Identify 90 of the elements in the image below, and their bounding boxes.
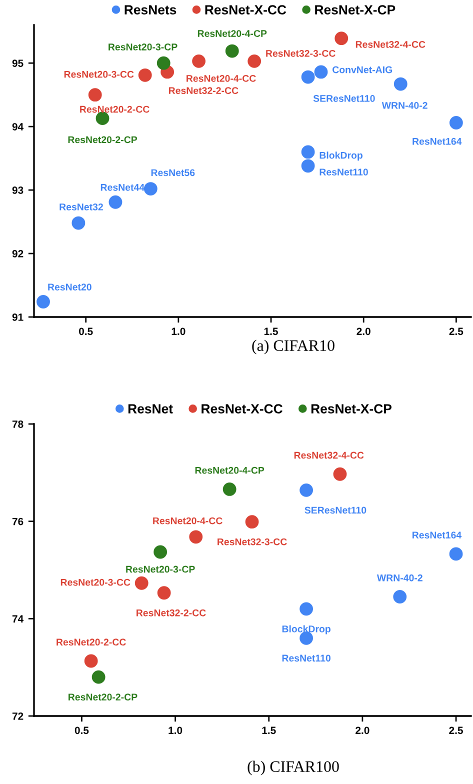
annotation: ResNet44	[100, 184, 145, 191]
point	[189, 530, 203, 544]
annotation: ResNet20-2-CC	[56, 638, 126, 646]
annotation: ResNet20-2-CP	[68, 136, 138, 144]
x-tick-label: 1.5	[262, 726, 276, 734]
point	[222, 482, 236, 496]
annotation: ResNet164	[412, 532, 462, 538]
annotation: ResNet20-4-CP	[195, 466, 264, 474]
x-tick-label: 2.5	[449, 726, 463, 734]
annotation: ResNet32-4-CC	[356, 41, 426, 48]
legend-label: ResNet-X-CP	[311, 404, 392, 414]
point	[84, 654, 98, 668]
y-tick-label: 94	[12, 123, 24, 130]
x-tick-label: 0.5	[74, 726, 89, 734]
point	[72, 216, 86, 230]
annotation: ResNet20-3-CC	[60, 578, 130, 586]
point	[156, 56, 170, 70]
annotation: ResNet164	[412, 138, 462, 145]
point	[314, 65, 328, 79]
y-tick-label: 95	[12, 60, 24, 67]
annotation: ConvNet-AIG	[332, 66, 392, 74]
legend-label: ResNet-X-CP	[315, 5, 396, 14]
x-tick-label: 1.0	[172, 328, 186, 336]
point	[300, 483, 314, 497]
annotation: BlockDrop	[282, 625, 330, 634]
x-tick-label: 1.5	[264, 328, 278, 336]
point	[301, 145, 315, 159]
annotation: ResNet20-3-CP	[108, 44, 178, 50]
annotation: ResNet20-2-CC	[80, 106, 150, 113]
point	[154, 545, 168, 559]
annotation: ResNet32-2-CC	[136, 609, 206, 616]
point	[449, 547, 463, 561]
annotation: ResNet32-2-CC	[168, 87, 238, 94]
annotation: ResNet32-3-CC	[218, 538, 287, 546]
annotation: ResNet32	[60, 204, 103, 210]
annotation: ResNet110	[320, 168, 368, 176]
text: (b) CIFAR100	[248, 760, 339, 776]
point	[301, 159, 315, 173]
legend-label: ResNet	[128, 404, 173, 414]
point	[225, 44, 239, 58]
point	[300, 602, 314, 616]
annotation: ResNet110	[282, 654, 331, 662]
annotation: ResNet56	[151, 169, 195, 176]
annotation: ResNet20-4-CC	[186, 74, 256, 82]
point	[144, 182, 158, 196]
annotation: SEResNet110	[304, 506, 366, 514]
annotation: SEResNet110	[313, 95, 375, 102]
point	[92, 670, 106, 684]
legend-label: ResNet-X-CC	[202, 404, 282, 414]
text: (a) CIFAR10	[252, 340, 334, 354]
point	[393, 590, 407, 604]
annotation: ResNet20-3-CP	[126, 566, 195, 573]
point	[248, 54, 262, 68]
annotation: ResNet20	[48, 284, 92, 290]
point	[449, 116, 463, 130]
point	[157, 586, 171, 600]
point	[394, 77, 408, 91]
annotation: ResNet20-4-CC	[153, 517, 222, 524]
y-tick-label: 93	[12, 186, 24, 194]
point	[301, 70, 315, 84]
annotation: ResNet32-4-CC	[294, 452, 364, 459]
legend-label: ResNet-X-CC	[205, 5, 286, 14]
y-tick-label: 76	[12, 518, 24, 526]
legend-label: ResNets	[124, 5, 176, 14]
annotation: ResNet20-3-CC	[64, 70, 134, 78]
x-tick-label: 2.0	[356, 726, 370, 734]
annotation: WRN-40-2	[382, 102, 428, 109]
x-tick-label: 1.0	[168, 726, 182, 734]
y-tick-label: 92	[12, 250, 24, 258]
point	[333, 467, 347, 481]
annotation: ResNet20-2-CP	[68, 694, 138, 701]
point	[245, 515, 259, 529]
annotation: BlokDrop	[320, 152, 363, 161]
annotation: ResNet32-3-CC	[266, 50, 336, 57]
point	[88, 88, 102, 102]
y-tick-label: 72	[12, 712, 24, 720]
point	[108, 195, 122, 209]
y-tick-label: 74	[12, 615, 24, 622]
point	[192, 54, 206, 68]
x-tick-label: 2.0	[356, 328, 370, 336]
point	[36, 295, 50, 308]
y-tick-label: 78	[12, 420, 24, 428]
annotation: WRN-40-2	[376, 574, 422, 582]
point	[138, 68, 152, 82]
point	[134, 576, 148, 590]
x-tick-label: 2.5	[449, 328, 464, 336]
x-tick-label: 0.5	[79, 328, 93, 336]
y-tick-label: 91	[12, 314, 24, 321]
point	[334, 32, 348, 46]
annotation: ResNet20-4-CP	[198, 30, 267, 37]
